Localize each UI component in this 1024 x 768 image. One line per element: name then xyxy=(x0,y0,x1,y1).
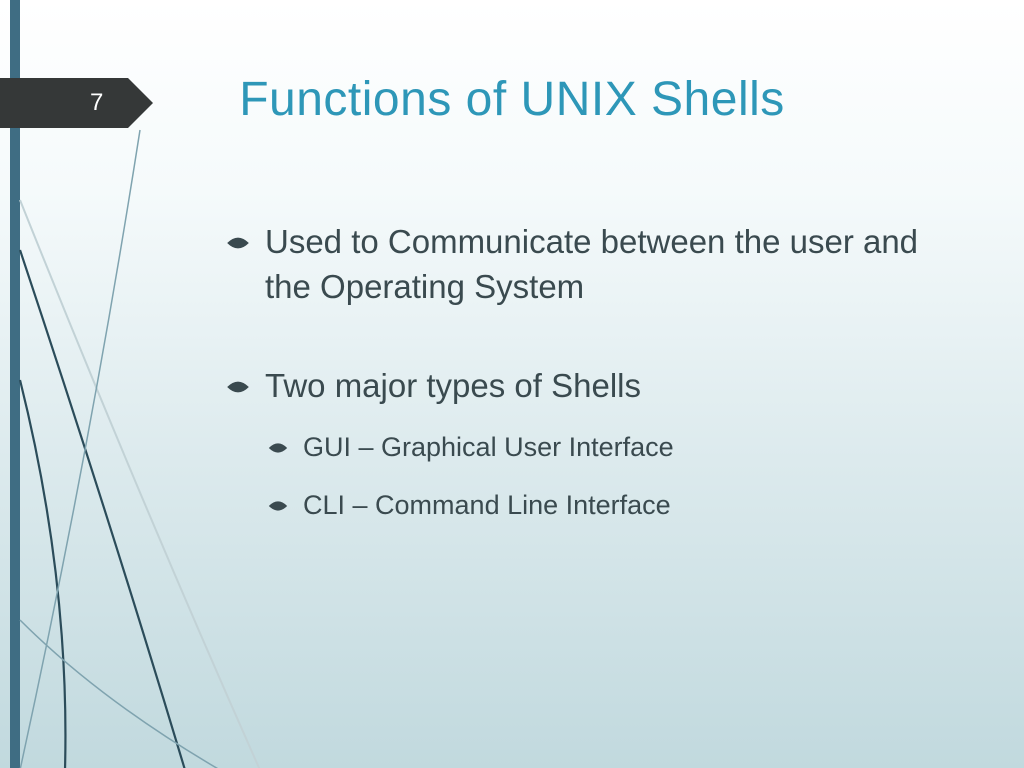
leaf-bullet-icon xyxy=(267,437,289,459)
bullet-text: CLI – Command Line Interface xyxy=(303,490,671,520)
bullet-level1: Used to Communicate between the user and… xyxy=(225,220,945,309)
leaf-bullet-icon xyxy=(225,230,251,256)
slide-body: Used to Communicate between the user and… xyxy=(225,220,945,546)
bullet-text: Used to Communicate between the user and… xyxy=(265,223,918,305)
leaf-bullet-icon xyxy=(267,495,289,517)
bullet-text: GUI – Graphical User Interface xyxy=(303,432,674,462)
leaf-bullet-icon xyxy=(225,374,251,400)
bullet-text: Two major types of Shells xyxy=(265,367,641,404)
bullet-level1: Two major types of Shells xyxy=(225,364,945,409)
slide-title: Functions of UNIX Shells xyxy=(0,72,1024,127)
bullet-level2: CLI – Command Line Interface xyxy=(225,487,945,523)
bullet-level2: GUI – Graphical User Interface xyxy=(225,429,945,465)
